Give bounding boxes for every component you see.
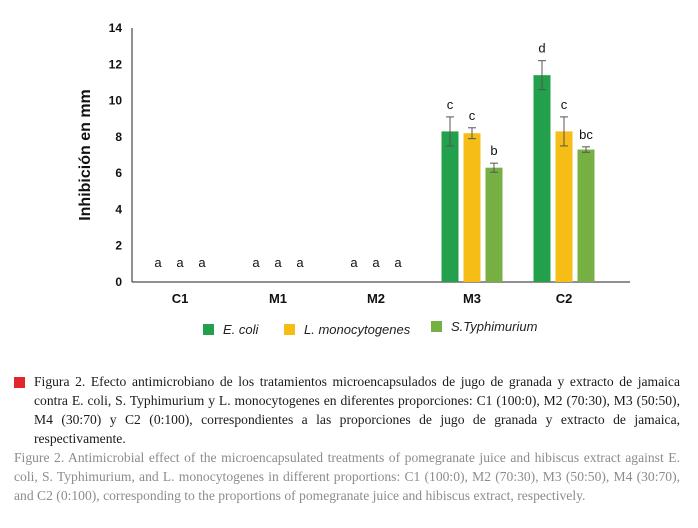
x-tick-label: C2 xyxy=(556,291,573,306)
bar-significance-label: a xyxy=(176,255,184,270)
legend-label-styph: S.Typhimurium xyxy=(451,319,538,334)
bar-significance-label: c xyxy=(447,97,454,112)
legend-item-styph: S.Typhimurium xyxy=(431,319,537,334)
legend-swatch-styph xyxy=(431,321,442,332)
y-tick-label: 14 xyxy=(109,21,123,35)
legend-item-lmono: L. monocytogenes xyxy=(284,322,410,337)
chart-axes xyxy=(131,28,630,283)
y-tick-label: 6 xyxy=(115,166,122,180)
caption-spanish-block: Figura 2. Efecto antimicrobiano de los t… xyxy=(14,372,680,448)
legend-swatch-ecoli xyxy=(203,324,214,335)
caption-spanish: Figura 2. Efecto antimicrobiano de los t… xyxy=(34,374,680,446)
bar-significance-label: a xyxy=(198,255,206,270)
y-tick-label: 8 xyxy=(115,130,122,144)
y-tick-label: 2 xyxy=(115,239,122,253)
bar-significance-label: a xyxy=(154,255,162,270)
y-tick-label: 0 xyxy=(115,275,122,289)
bar-significance-label: a xyxy=(296,255,304,270)
bar xyxy=(463,133,481,282)
bar-significance-label: d xyxy=(538,41,545,56)
bar-significance-label: a xyxy=(252,255,260,270)
bar xyxy=(555,131,573,282)
x-tick-label: M2 xyxy=(367,291,385,306)
chart-ticks: 0 2 4 6 8 10 12 14 C1 M1 M2 M3 C2 xyxy=(109,21,573,306)
x-tick-label: M3 xyxy=(463,291,481,306)
bar-significance-label: c xyxy=(561,97,568,112)
x-tick-label: M1 xyxy=(269,291,287,306)
x-tick-label: C1 xyxy=(172,291,189,306)
bar-significance-label: a xyxy=(350,255,358,270)
y-tick-label: 10 xyxy=(109,94,123,108)
bar xyxy=(441,131,459,282)
bar-significance-label: a xyxy=(274,255,282,270)
bar xyxy=(577,149,595,282)
y-tick-label: 12 xyxy=(109,57,123,71)
bar-significance-label: a xyxy=(372,255,380,270)
bar-significance-label: bc xyxy=(579,127,593,142)
caption-english: Figure 2. Antimicrobial effect of the mi… xyxy=(14,450,680,503)
legend-label-ecoli: E. coli xyxy=(223,322,259,337)
y-axis-label: Inhibición en mm xyxy=(77,89,94,221)
caption-marker-icon xyxy=(14,377,25,388)
bar xyxy=(533,75,551,283)
figure-caption: Figura 2. Efecto antimicrobiano de los t… xyxy=(14,372,680,505)
bar-significance-label: c xyxy=(469,108,476,123)
legend-label-lmono: L. monocytogenes xyxy=(304,322,411,337)
legend-item-ecoli: E. coli xyxy=(203,322,258,337)
bar-significance-label: a xyxy=(394,255,402,270)
legend-swatch-lmono xyxy=(284,324,295,335)
bar-significance-label: b xyxy=(490,143,497,158)
y-tick-label: 4 xyxy=(115,202,122,216)
bar xyxy=(485,167,503,282)
